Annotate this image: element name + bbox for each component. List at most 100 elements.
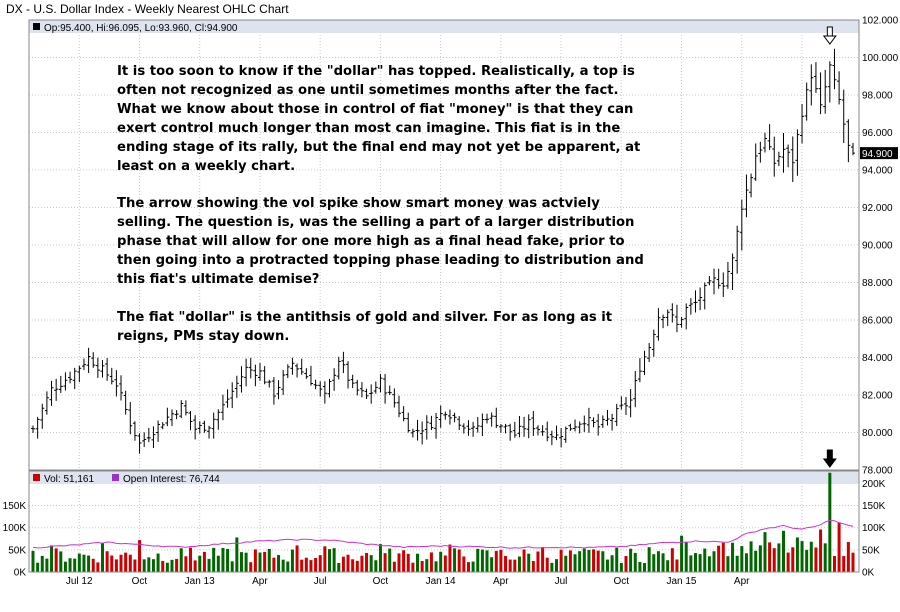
volume-bar <box>619 562 623 572</box>
x-tick-label: Jul 12 <box>66 576 93 587</box>
note-line: least on a weekly chart. <box>117 158 296 174</box>
volume-bar <box>842 556 846 572</box>
volume-bar <box>133 559 137 572</box>
price-tick-label: 84.000 <box>862 353 893 364</box>
note-line: The fiat "dollar" is the antithsis of go… <box>117 309 613 325</box>
price-tick-label: 94.000 <box>862 166 893 177</box>
volume-bar <box>791 547 795 572</box>
note-line: selling. The question is, was the sellin… <box>117 215 635 231</box>
price-tick-label: 88.000 <box>862 278 893 289</box>
last-close-tag <box>860 147 898 160</box>
volume-bar <box>466 562 470 572</box>
volume-panel-border <box>28 470 860 573</box>
volume-bar <box>235 537 239 572</box>
volume-bar <box>490 557 494 572</box>
volume-legend-swatch <box>33 474 40 481</box>
note-line: phase that will allow for one more high … <box>117 234 625 250</box>
volume-bar <box>406 553 410 572</box>
volume-bar <box>768 542 772 572</box>
volume-bar <box>341 556 345 572</box>
price-panel: Op:95.400, Hi:96.095, Lo:93.960, Cl:94.9… <box>29 20 859 34</box>
volume-bar <box>656 551 660 572</box>
volume-bar <box>703 548 707 572</box>
volume-bar <box>59 551 63 572</box>
volume-bar <box>184 556 188 572</box>
volume-bar <box>253 549 257 572</box>
volume-bar <box>110 555 114 572</box>
ohlc-legend-swatch <box>33 23 40 30</box>
volume-bar <box>272 557 276 572</box>
price-tick-label: 98.000 <box>862 91 893 102</box>
volume-bar <box>615 547 619 572</box>
volume-bar <box>290 549 294 572</box>
note-line: exert control much longer than most can … <box>117 120 621 136</box>
volume-bar <box>360 555 364 572</box>
volume-bar <box>388 548 392 572</box>
volume-bar <box>555 559 559 572</box>
volume-bar <box>277 555 281 572</box>
volume-bar <box>416 553 420 572</box>
volume-bar <box>73 558 77 572</box>
volume-bar <box>156 553 160 572</box>
x-tick-label: Oct <box>132 576 148 587</box>
volume-bar <box>77 553 81 572</box>
oi-legend-swatch <box>112 474 119 481</box>
volume-bar <box>147 557 151 572</box>
volume-bar <box>448 544 452 572</box>
volume-bar <box>337 563 341 572</box>
volume-bar <box>346 554 350 572</box>
volume-bar <box>670 548 674 572</box>
volume-bar <box>87 555 91 572</box>
volume-bar <box>365 552 369 572</box>
volume-spike-arrow-shaft <box>826 449 833 460</box>
volume-bar <box>735 555 739 572</box>
volume-bar <box>202 551 206 572</box>
volume-bar <box>193 560 197 572</box>
volume-spike-arrow <box>822 449 837 468</box>
volume-bar <box>763 532 767 572</box>
volume-bar <box>212 547 216 572</box>
volume-bar <box>226 548 230 572</box>
note-line: reigns, PMs stay down. <box>117 328 290 344</box>
x-tick-label: Jan 14 <box>426 576 456 587</box>
volume-bar <box>82 554 86 572</box>
volume-bar <box>758 545 762 572</box>
volume-bar <box>351 559 355 572</box>
volume-bar <box>508 559 512 572</box>
volume-bar <box>411 562 415 572</box>
volume-bar <box>439 551 443 572</box>
volume-bar <box>476 548 480 572</box>
annotation-paragraph-3: The fiat "dollar" is the antithsis of go… <box>117 309 644 347</box>
volume-bar <box>809 541 813 572</box>
annotation-paragraph-2: The arrow showing the vol spike show sma… <box>117 195 644 290</box>
volume-bar <box>267 548 271 572</box>
volume-bar <box>91 558 95 572</box>
note-line: this fiat's ultimate demise? <box>117 271 320 287</box>
volume-bar <box>128 554 132 572</box>
volume-bar <box>300 559 304 572</box>
annotation-paragraph-1: It is too soon to know if the "dollar" h… <box>117 63 644 176</box>
volume-bar <box>100 542 104 572</box>
volume-bar <box>712 551 716 572</box>
price-tick-label: 80.000 <box>862 428 893 439</box>
volume-bar <box>573 554 577 572</box>
volume-bar <box>744 553 748 572</box>
volume-bar <box>814 547 818 572</box>
volume-bar <box>170 559 174 572</box>
price-tick-label: 90.000 <box>862 241 893 252</box>
price-top-arrow <box>822 26 837 45</box>
volume-bar <box>689 555 693 572</box>
price-tick-label: 82.000 <box>862 391 893 402</box>
volume-bar <box>707 556 711 572</box>
volume-bar <box>369 555 373 572</box>
volume-bar <box>564 555 568 572</box>
volume-bar <box>624 556 628 572</box>
volume-bar <box>443 555 447 572</box>
x-tick-label: Apr <box>493 576 509 587</box>
note-line: The arrow showing the vol spike show sma… <box>117 196 600 212</box>
volume-bar <box>142 559 146 572</box>
volume-bar <box>661 553 665 572</box>
volume-bar <box>480 549 484 572</box>
volume-bar <box>749 541 753 572</box>
volume-bar <box>731 542 735 572</box>
